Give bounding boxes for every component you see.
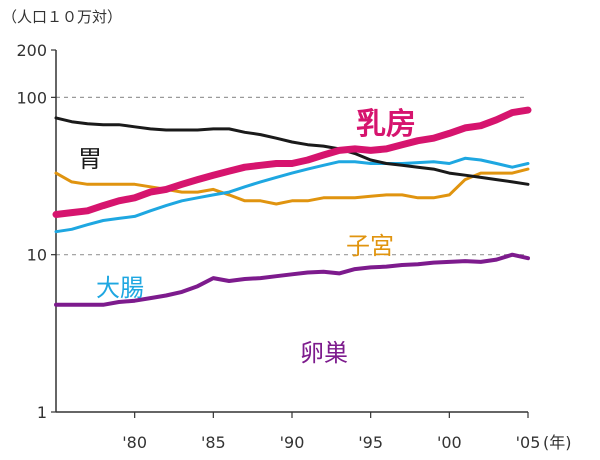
x-tick-label-1990: '90 xyxy=(280,433,305,452)
series-line-stomach xyxy=(54,116,530,186)
y-tick-label-1: 1 xyxy=(37,403,47,422)
x-tick-label-2000: '00 xyxy=(437,433,462,452)
y-tick-label-10: 10 xyxy=(27,246,47,265)
series-label-colon: 大腸 xyxy=(96,274,144,302)
y-tick-label-200: 200 xyxy=(16,41,47,60)
x-tick-label-2005: '05 xyxy=(516,433,541,452)
x-tick-label-1985: '85 xyxy=(201,433,226,452)
axes: 1 10 100 200 '80 '85 '90 '95 '00 '05 xyxy=(16,41,540,452)
series-label-ovary: 卵巣 xyxy=(300,339,348,367)
unit-label: （人口１０万対） xyxy=(2,8,122,26)
x-axis-unit-label: (年) xyxy=(543,433,572,452)
gridlines xyxy=(56,96,528,256)
series-line-breast xyxy=(52,106,532,218)
series-line-colon xyxy=(54,156,530,234)
x-tick-label-1980: '80 xyxy=(122,433,147,452)
y-tick-label-100: 100 xyxy=(16,88,47,107)
x-tick-label-1995: '95 xyxy=(358,433,383,452)
series-line-uterus xyxy=(54,167,530,206)
series-lines xyxy=(52,106,532,307)
series-label-uterus: 子宮 xyxy=(346,232,394,260)
series-line-ovary xyxy=(54,252,530,307)
series-label-breast: 乳房 xyxy=(356,107,416,142)
series-label-stomach: 胃 xyxy=(78,145,102,173)
